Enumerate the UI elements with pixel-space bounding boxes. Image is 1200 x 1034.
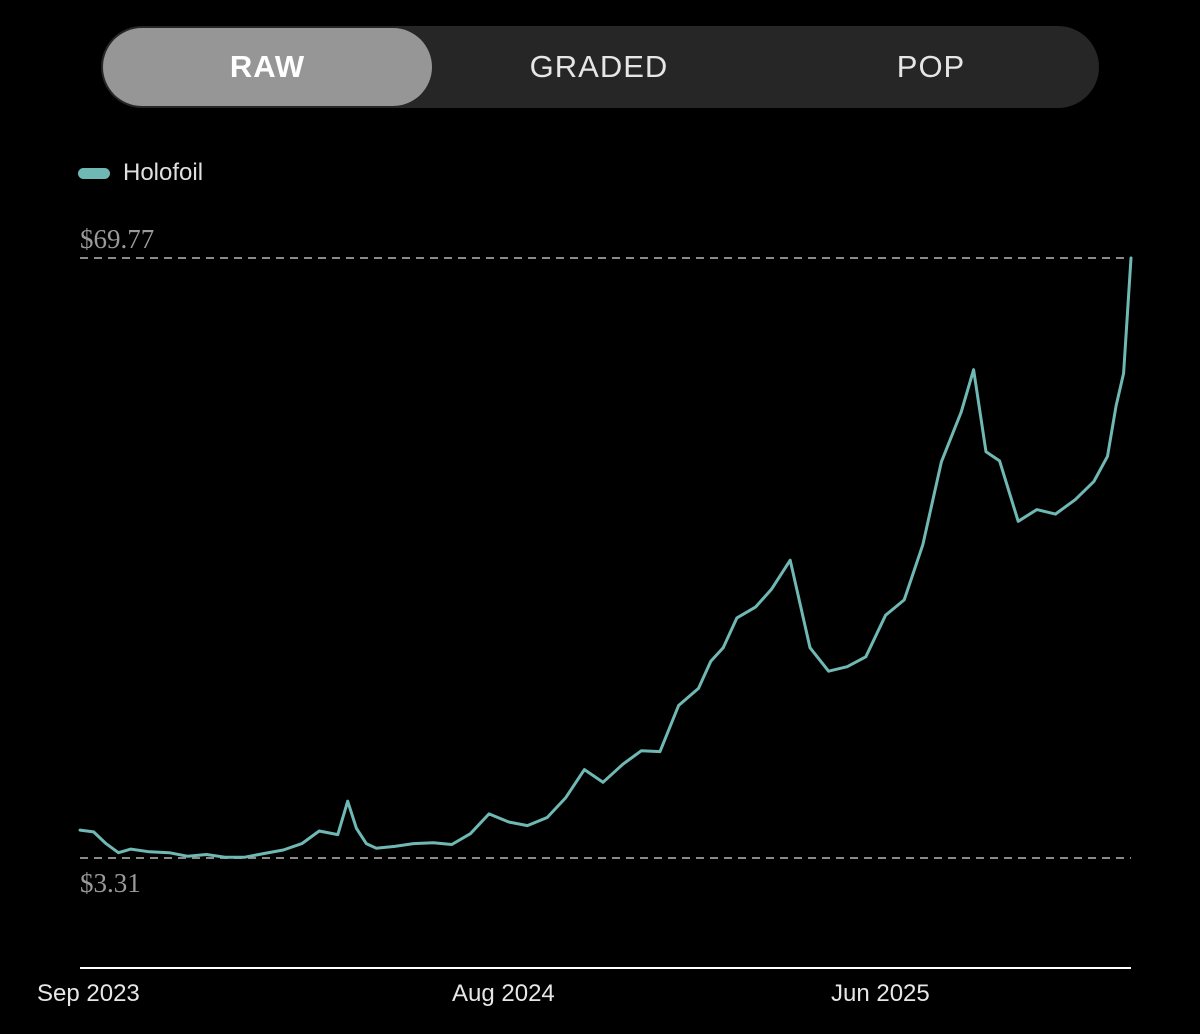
series-points xyxy=(78,256,1133,859)
tab-pop[interactable]: POP xyxy=(896,49,966,84)
data-point xyxy=(884,614,887,617)
data-point xyxy=(346,800,349,803)
data-point xyxy=(168,851,171,854)
data-point xyxy=(1017,520,1020,523)
data-point xyxy=(972,368,975,371)
data-point xyxy=(365,842,368,845)
data-point xyxy=(735,616,739,620)
data-point xyxy=(921,543,924,546)
data-point xyxy=(282,848,285,852)
data-point xyxy=(940,460,943,463)
data-point xyxy=(998,459,1001,463)
data-point xyxy=(1122,372,1125,375)
data-point xyxy=(564,796,567,799)
min-price-label: $3.31 xyxy=(80,868,141,898)
data-point xyxy=(984,450,988,453)
data-point xyxy=(827,670,830,673)
data-point xyxy=(1129,256,1133,260)
data-point xyxy=(960,410,963,414)
data-point xyxy=(223,856,227,859)
legend-label-holofoil: Holofoil xyxy=(123,159,204,186)
x-tick-label: Aug 2024 xyxy=(452,980,555,1007)
data-point xyxy=(770,587,773,591)
data-point xyxy=(355,827,358,830)
data-point xyxy=(808,646,812,649)
data-point xyxy=(601,781,605,784)
data-point xyxy=(205,853,208,856)
tab-graded[interactable]: GRADED xyxy=(529,49,669,84)
data-point xyxy=(1074,498,1077,501)
max-price-label: $69.77 xyxy=(80,224,155,254)
data-point xyxy=(243,856,246,859)
data-point xyxy=(526,824,529,827)
data-point xyxy=(846,665,849,668)
data-point xyxy=(78,828,82,832)
data-point xyxy=(469,832,472,835)
data-point xyxy=(864,655,867,658)
data-point xyxy=(129,847,132,851)
data-point xyxy=(262,852,265,855)
data-point xyxy=(1106,455,1109,458)
price-mode-tabs: RAW GRADED POP xyxy=(101,26,1099,108)
x-tick-label: Jun 2025 xyxy=(831,980,930,1007)
data-point xyxy=(92,830,95,834)
data-point xyxy=(903,598,906,602)
data-point xyxy=(104,842,108,845)
data-point xyxy=(754,605,757,609)
data-point xyxy=(507,820,510,824)
data-point xyxy=(336,833,339,836)
data-point xyxy=(117,851,120,854)
data-point xyxy=(677,704,680,707)
series-line-holofoil xyxy=(78,256,1133,859)
tab-raw[interactable]: RAW xyxy=(103,28,432,106)
data-point xyxy=(697,687,700,690)
data-point xyxy=(393,845,396,848)
data-point xyxy=(148,850,151,853)
data-point xyxy=(583,768,586,771)
data-point xyxy=(1114,404,1118,407)
data-point xyxy=(487,812,491,816)
data-point xyxy=(412,842,415,845)
data-point xyxy=(789,559,792,562)
data-point xyxy=(722,646,725,649)
data-point xyxy=(450,843,453,846)
data-point xyxy=(300,842,304,845)
data-point xyxy=(621,763,625,766)
data-point xyxy=(658,750,662,753)
data-point xyxy=(432,841,435,844)
legend-swatch-holofoil xyxy=(78,167,110,179)
data-point xyxy=(1054,512,1057,516)
data-point xyxy=(709,660,712,663)
data-point xyxy=(640,749,643,752)
data-point xyxy=(1092,480,1096,483)
data-point xyxy=(375,847,378,850)
chart-legend[interactable]: Holofoil xyxy=(78,156,203,190)
data-point xyxy=(1035,508,1039,511)
x-tick-label: Sep 2023 xyxy=(37,980,140,1007)
data-point xyxy=(546,816,549,819)
data-point xyxy=(186,855,189,858)
data-point xyxy=(318,829,321,833)
